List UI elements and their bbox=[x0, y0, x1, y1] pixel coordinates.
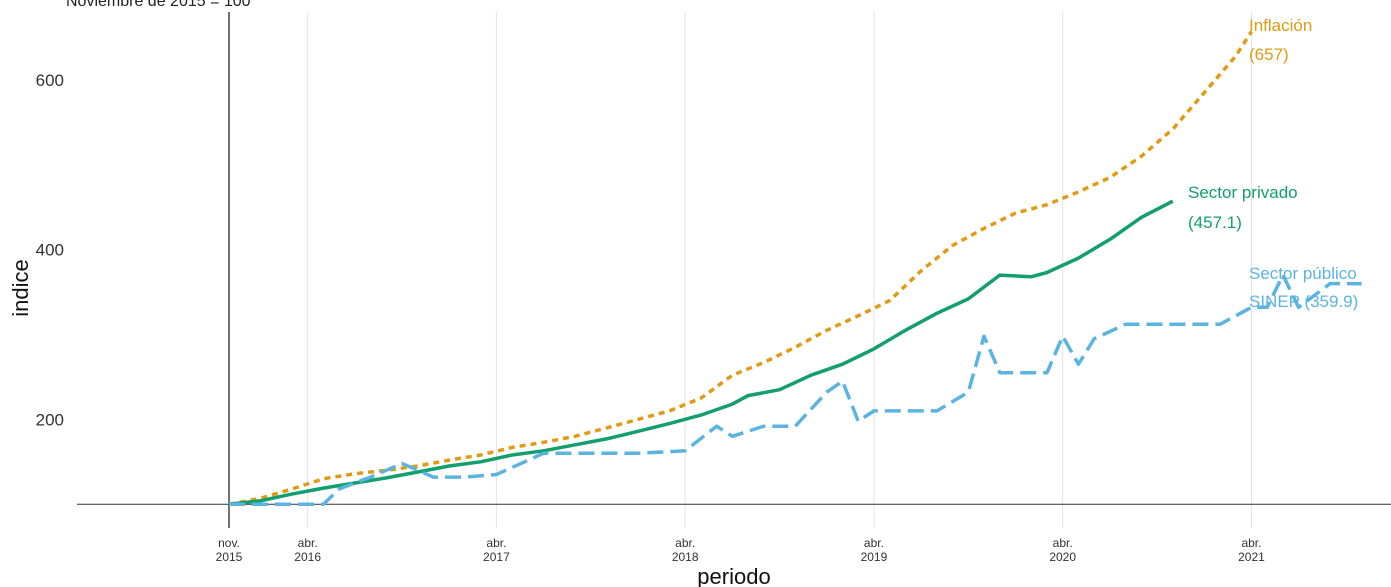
x-tick-label-month: abr. bbox=[486, 536, 506, 550]
x-axis-ticks: nov.2015abr.2016abr.2017abr.2018abr.2019… bbox=[216, 536, 1265, 564]
series-label-privado-name: Sector privado bbox=[1188, 183, 1298, 202]
y-axis-ticks: 200 400 600 bbox=[36, 71, 64, 429]
y-tick-label: 200 bbox=[36, 410, 64, 429]
series-label-privado-value: (457.1) bbox=[1188, 213, 1242, 232]
series-label-inflacion-name: Inflación bbox=[1249, 16, 1312, 35]
y-axis-title: indice bbox=[8, 259, 33, 316]
y-tick-label: 400 bbox=[36, 241, 64, 260]
x-tick-label-month: abr. bbox=[864, 536, 884, 550]
series-label-inflacion-value: (657) bbox=[1249, 45, 1289, 64]
series-labels: Inflación (657) Sector privado (457.1) Secto… bbox=[1188, 16, 1358, 311]
x-tick-label-year: 2018 bbox=[672, 550, 699, 564]
series-lines bbox=[228, 30, 1362, 506]
x-tick-label-month: abr. bbox=[1053, 536, 1073, 550]
chart-subtitle: Noviembre de 2015 = 100 bbox=[66, 0, 251, 10]
y-tick-label: 600 bbox=[36, 71, 64, 90]
x-tick-label-month: abr. bbox=[1241, 536, 1261, 550]
x-tick-label-month: abr. bbox=[298, 536, 318, 550]
x-tick-label-year: 2017 bbox=[483, 550, 510, 564]
x-tick-label-year: 2015 bbox=[216, 550, 243, 564]
series-line-publico bbox=[229, 273, 1362, 506]
x-tick-label-year: 2021 bbox=[1238, 550, 1265, 564]
x-tick-label-year: 2016 bbox=[294, 550, 321, 564]
x-tick-label-year: 2019 bbox=[861, 550, 888, 564]
x-tick-label-month: nov. bbox=[218, 536, 240, 550]
series-label-publico-value: SINEP (359.9) bbox=[1249, 292, 1358, 311]
x-axis-title: periodo bbox=[697, 564, 770, 587]
series-line-inflacion bbox=[228, 30, 1253, 506]
grid-lines bbox=[307, 12, 1252, 528]
series-label-publico-name: Sector público bbox=[1249, 264, 1357, 283]
x-tick-label-month: abr. bbox=[675, 536, 695, 550]
x-tick-label-year: 2020 bbox=[1049, 550, 1076, 564]
series-line-privado bbox=[228, 199, 1174, 506]
reference-lines bbox=[77, 12, 1391, 528]
